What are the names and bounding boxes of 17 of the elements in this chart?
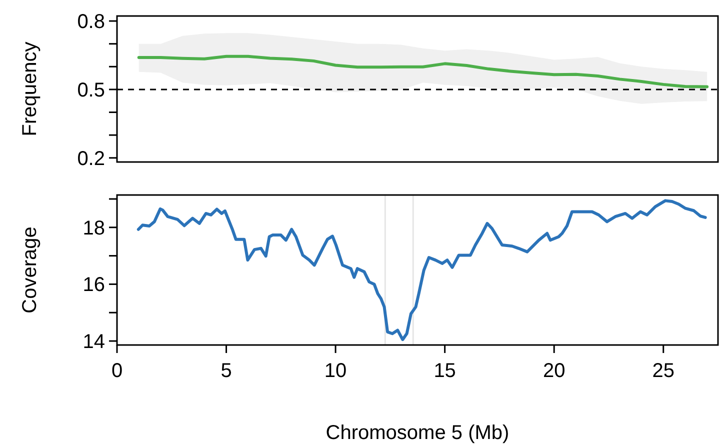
y-tick-label: 0.5: [77, 79, 105, 102]
y-axis-title: Coverage: [19, 226, 41, 314]
y-tick-label: 16: [82, 274, 105, 296]
y-tick-label: 18: [82, 217, 105, 240]
x-tick-label: 0: [111, 360, 123, 382]
y-tick-label: 14: [82, 331, 105, 354]
x-tick-label: 5: [220, 360, 232, 382]
x-axis-title: Chromosome 5 (Mb): [326, 422, 510, 444]
line-series: [137, 54, 709, 88]
y-axis-title: Frequency: [19, 42, 41, 136]
y-tick-label: 0.2: [77, 148, 105, 170]
x-tick-label: 15: [434, 360, 456, 382]
line-series: [136, 199, 707, 342]
y-tick-label: 0.8: [77, 11, 105, 34]
x-tick-label: 10: [324, 360, 347, 382]
x-tick-label: 25: [652, 360, 674, 382]
x-tick-label: 20: [542, 360, 566, 382]
